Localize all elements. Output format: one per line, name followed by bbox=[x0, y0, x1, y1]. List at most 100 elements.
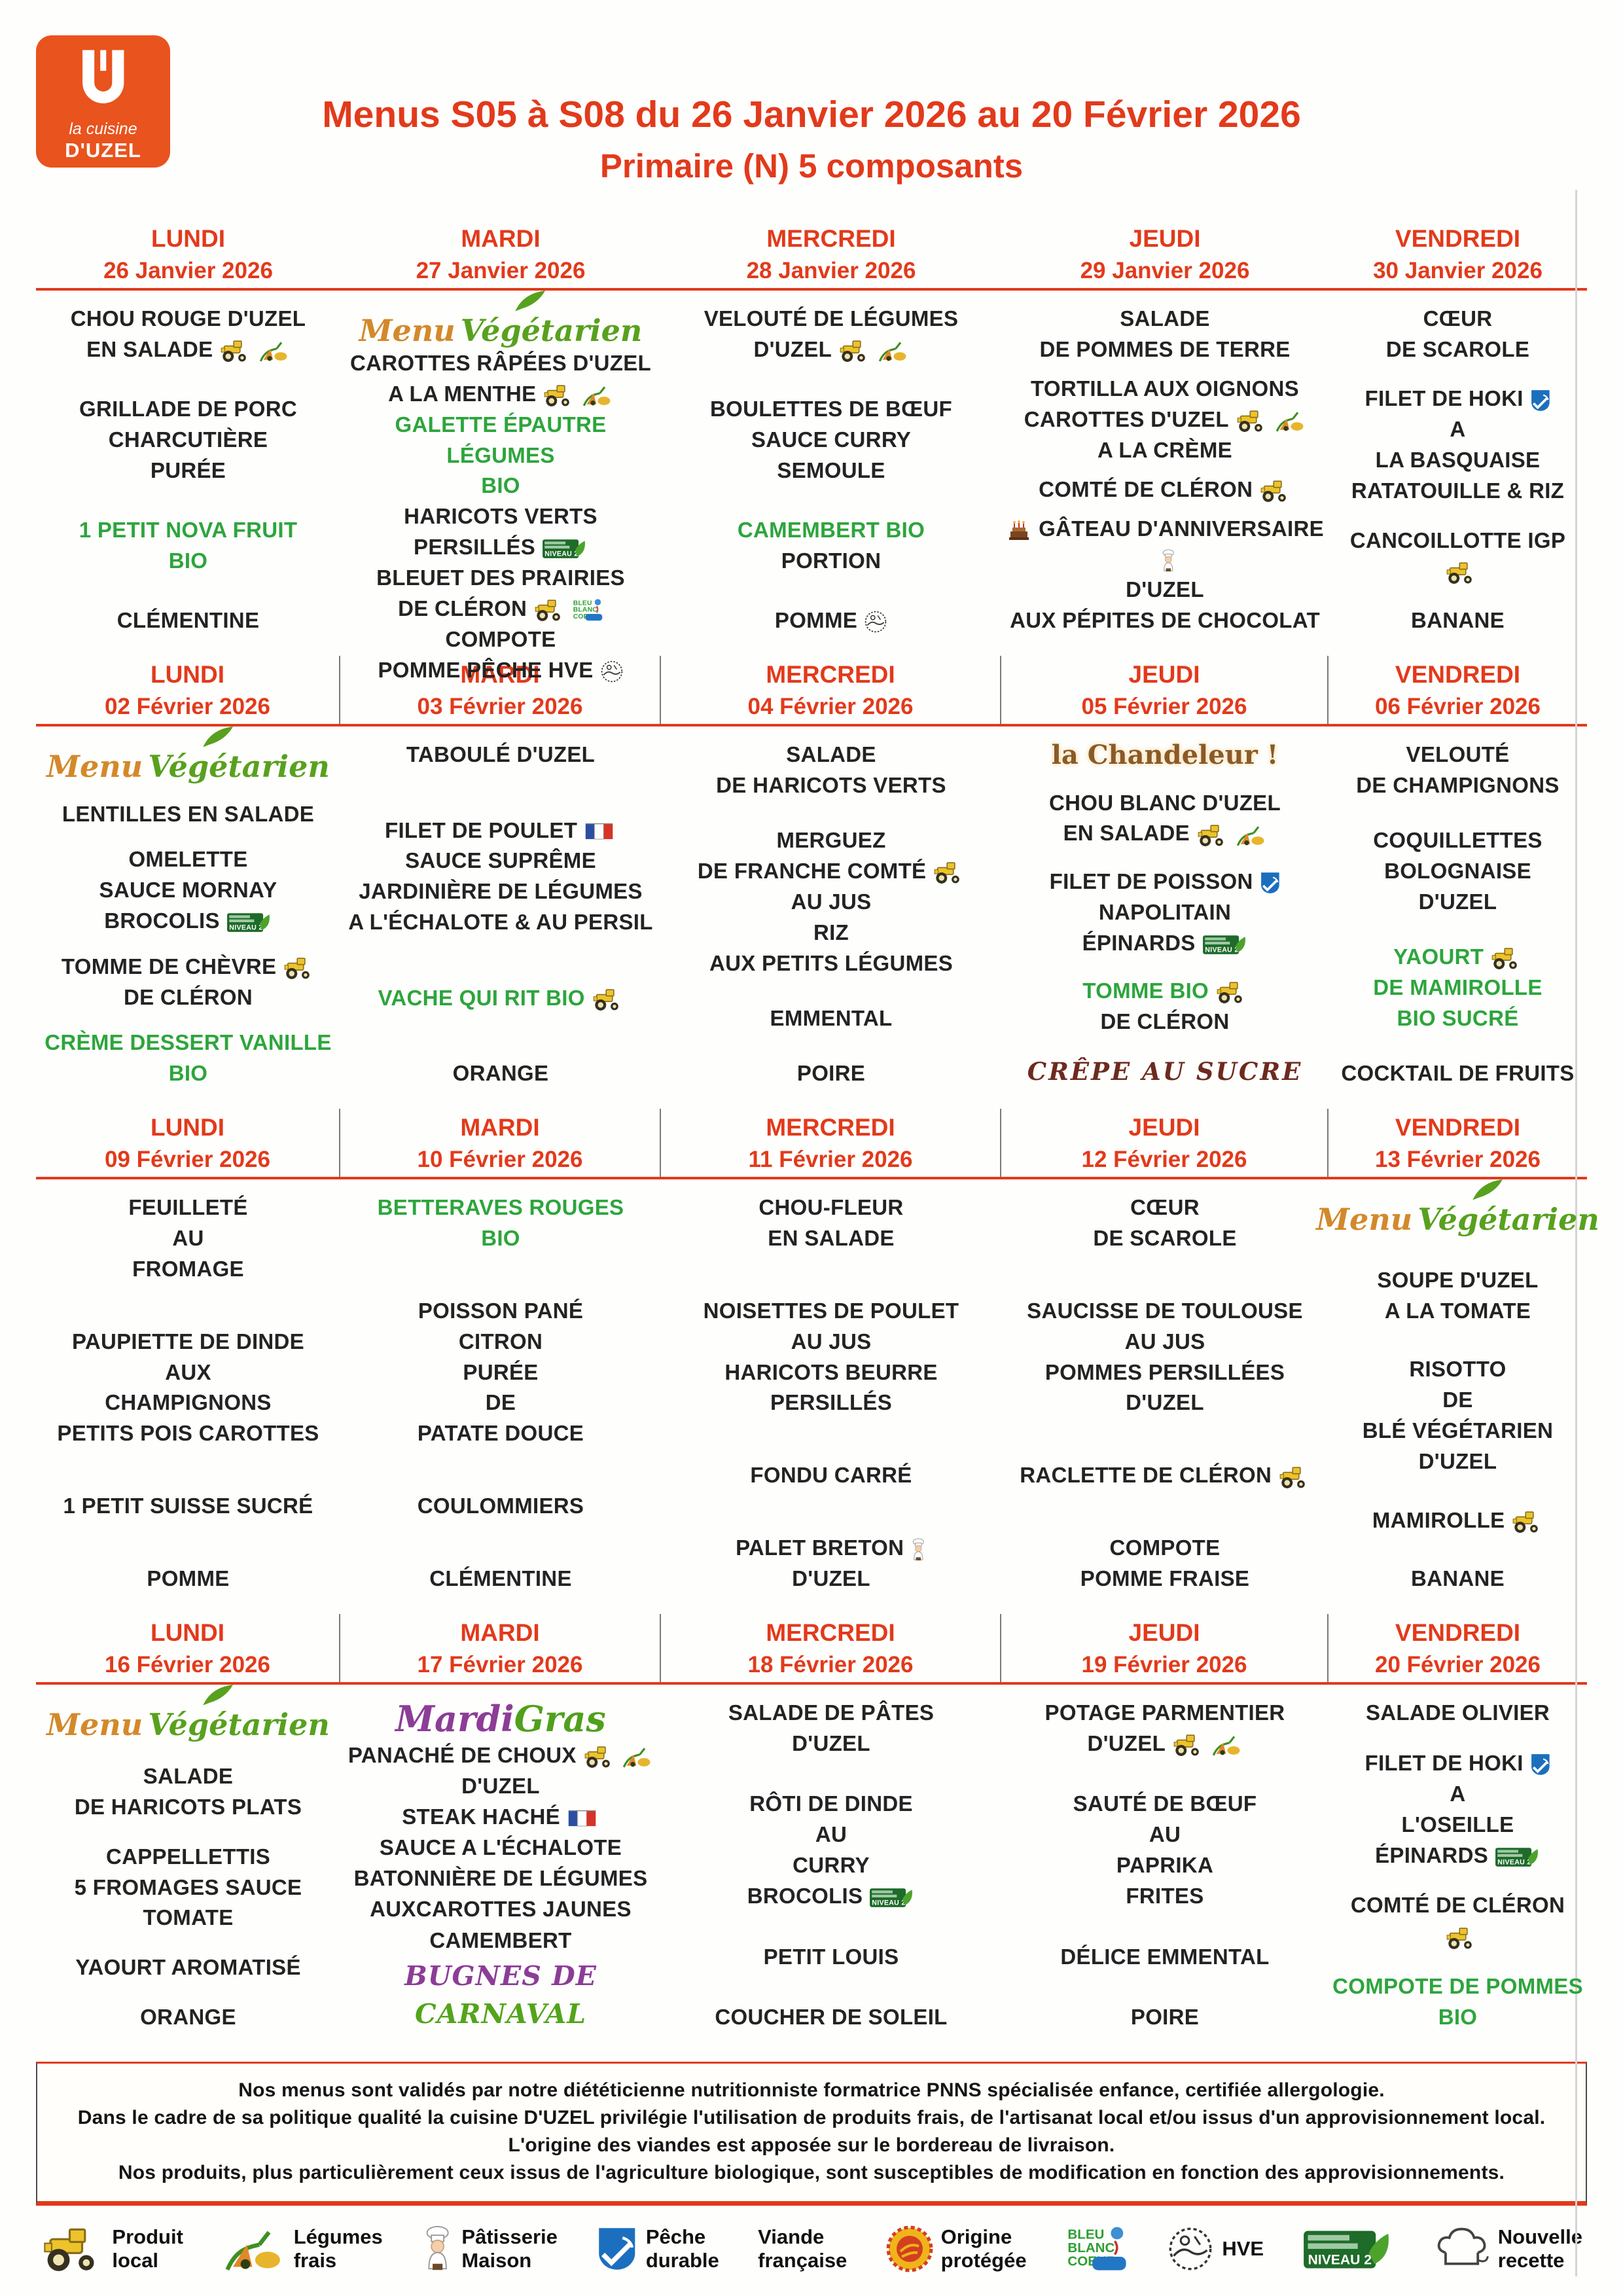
menu-text: DE FRANCHE COMTÉ bbox=[697, 859, 927, 883]
menu-text: 1 PETIT SUISSE SUCRÉ bbox=[63, 1494, 313, 1518]
menu-line: BIO bbox=[1332, 2002, 1583, 2033]
menu-text: SAUCISSE DE TOULOUSE bbox=[1027, 1298, 1303, 1323]
svg-text:BLANC: BLANC bbox=[573, 607, 598, 614]
menu-text: FILET DE HOKI bbox=[1364, 386, 1524, 411]
menu-line: OMELETTE bbox=[99, 844, 277, 875]
menu-text: BROCOLIS bbox=[747, 1884, 863, 1908]
menu-line: POTAGE PARMENTIER bbox=[1045, 1698, 1285, 1729]
menu-line: PERSILLÉS bbox=[704, 1388, 959, 1418]
menu-line: COMTÉ DE CLÉRON bbox=[1039, 475, 1291, 505]
menu-text: SOUPE D'UZEL bbox=[1377, 1267, 1539, 1292]
hve-icon bbox=[1167, 2225, 1214, 2272]
menu-text: HARICOTS BEURRE bbox=[724, 1359, 938, 1384]
menu-line: SAUCE A L'ÉCHALOTE bbox=[354, 1833, 648, 1863]
menu-line: FRITES bbox=[1073, 1881, 1257, 1912]
tractor-produit-local-icon bbox=[543, 384, 575, 407]
menu-text: A bbox=[1450, 1781, 1466, 1806]
menu-item: ORANGE bbox=[140, 2002, 236, 2033]
svg-text:NIVEAU 2: NIVEAU 2 bbox=[1308, 2252, 1372, 2267]
menu-text: POMMES PERSILLÉES bbox=[1044, 1359, 1285, 1384]
header-separator-line bbox=[36, 1682, 1587, 1685]
menu-line: NOISETTES DE POULET bbox=[704, 1296, 959, 1327]
menu-line: COULOMMIERS bbox=[418, 1491, 584, 1522]
menu-line: AU bbox=[1073, 1820, 1257, 1850]
legend-label: Origine protégée bbox=[940, 2225, 1027, 2272]
menu-line: A LA CRÈME bbox=[1024, 435, 1306, 466]
menu-text: DE POMMES DE TERRE bbox=[1039, 336, 1291, 361]
menu-line: COMPOTE bbox=[378, 624, 623, 655]
day-name: MERCREDI bbox=[766, 1619, 895, 1646]
svg-text:NIVEAU 2: NIVEAU 2 bbox=[1205, 946, 1238, 954]
menu-line: TOMME BIO bbox=[1082, 976, 1247, 1007]
menu-line: SALADE bbox=[75, 1761, 302, 1792]
menu-line: BLÉ VÉGÉTARIEN bbox=[1363, 1416, 1553, 1446]
menu-text: PAUPIETTE DE DINDE bbox=[72, 1329, 304, 1354]
menu-text: YAOURT AROMATISÉ bbox=[75, 1955, 301, 1980]
menu-text: 1 PETIT NOVA FRUIT bbox=[79, 518, 298, 543]
day-date: 05 Février 2026 bbox=[1081, 694, 1247, 719]
menu-line: COMTÉ DE CLÉRON bbox=[1332, 1890, 1583, 1952]
menu-text: A bbox=[1450, 417, 1466, 442]
menu-line: AUX bbox=[57, 1357, 319, 1388]
peche-durable-icon bbox=[1260, 871, 1281, 895]
legend-item: NIVEAU 2 bbox=[1302, 2225, 1394, 2272]
menu-line: AUXCAROTTES JAUNES bbox=[354, 1894, 648, 1925]
menu-line: ORANGE bbox=[453, 1058, 549, 1089]
menu-text: 5 FROMAGES SAUCE bbox=[74, 1874, 302, 1899]
legend-label: Produit local bbox=[112, 2225, 183, 2272]
day-date: 02 Février 2026 bbox=[105, 694, 270, 719]
brand-name: D'UZEL bbox=[65, 139, 141, 162]
menu-line: CITRON bbox=[418, 1327, 584, 1357]
day-date: 04 Février 2026 bbox=[747, 694, 914, 719]
header: la cuisine D'UZEL Menus S05 à S08 du 26 … bbox=[0, 0, 1623, 216]
menu-line: PETITS POIS CAROTTES bbox=[57, 1418, 319, 1449]
legend-item: Nouvelle recette bbox=[1433, 2225, 1582, 2272]
menu-text: EN SALADE bbox=[768, 1225, 895, 1250]
menu-line: CAMEMBERT BIO bbox=[738, 515, 925, 546]
menu-line: SOUPE D'UZEL bbox=[1377, 1265, 1538, 1296]
menu-line: COCKTAIL DE FRUITS bbox=[1341, 1058, 1574, 1089]
menu-line: ÉPINARDS NIVEAU 2 bbox=[1365, 1840, 1551, 1871]
menu-item: GRILLADE DE PORC CHARCUTIÈRE PURÉE bbox=[79, 394, 297, 486]
menu-line: BIO bbox=[79, 546, 298, 577]
menu-item: COMTÉ DE CLÉRON bbox=[1039, 475, 1291, 505]
svg-text:NIVEAU 2: NIVEAU 2 bbox=[544, 550, 578, 558]
menu-text: AUX PÉPITES DE CHOCOLAT bbox=[1010, 608, 1320, 633]
tractor-produit-local-icon bbox=[533, 598, 565, 622]
day-cell: SALADE OLIVIER FILET DE HOKI A L'OSEILLE ÉPI… bbox=[1329, 1685, 1587, 2049]
menu-text: A L'ÉCHALOTE & AU PERSIL bbox=[348, 910, 653, 935]
menu-text: CAMEMBERT bbox=[429, 1928, 572, 1952]
certification-niveau2-icon: NIVEAU 2 bbox=[226, 910, 272, 934]
menu-line: CHOU BLANC D'UZEL bbox=[1049, 788, 1281, 819]
menu-text: JARDINIÈRE DE LÉGUMES bbox=[359, 879, 643, 904]
menu-text: AU JUS bbox=[791, 1329, 872, 1354]
menu-text: BANANE bbox=[1411, 1566, 1505, 1591]
menu-line: A LA TOMATE bbox=[1377, 1296, 1538, 1327]
legend-label: Nouvelle recette bbox=[1497, 2225, 1582, 2272]
tractor-produit-local-icon bbox=[1172, 1733, 1204, 1757]
menu-item: FILET DE HOKI A LA BASQUAISE RATATOUILLE & … bbox=[1351, 384, 1564, 506]
menu-text: GRILLADE DE PORC bbox=[79, 397, 297, 422]
day-header: MARDI 27 Janvier 2026 bbox=[340, 220, 661, 288]
day-cell: Menu Végétarien SALADE DE HARICOTS PLATS CAP… bbox=[36, 1684, 340, 2049]
menu-line: DE bbox=[1363, 1385, 1553, 1416]
day-cell: CHOU ROUGE D'UZEL EN SALADE GRILLADE DE PO… bbox=[36, 291, 340, 652]
menu-text: BIO bbox=[1438, 2005, 1478, 2030]
menu-veg-word1: Menu bbox=[1316, 1202, 1413, 1237]
menu-text: DE CLÉRON bbox=[1100, 1009, 1230, 1033]
menu-text: CHARCUTIÈRE bbox=[108, 427, 268, 452]
day-header: JEUDI 05 Février 2026 bbox=[1001, 656, 1329, 724]
menu-text: BIO bbox=[481, 1225, 520, 1250]
menu-line: POIRE bbox=[797, 1058, 865, 1089]
menu-item: COMPOTE DE POMMES BIO bbox=[1332, 1971, 1583, 2033]
menu-text: PORTION bbox=[781, 548, 882, 573]
menu-line: DE MAMIROLLE bbox=[1373, 973, 1542, 1003]
day-date: 17 Février 2026 bbox=[417, 1652, 583, 1677]
day-cell: Menu Végétarien CAROTTES RÂPÉES D'UZEL A LA… bbox=[340, 290, 661, 683]
menu-line: SEMOULE bbox=[710, 456, 952, 486]
mardi-gras-logo: MardiGras bbox=[395, 1698, 605, 1740]
menu-text: PALET BRETON bbox=[736, 1535, 904, 1560]
menu-text: AUXCAROTTES JAUNES bbox=[370, 1897, 632, 1922]
